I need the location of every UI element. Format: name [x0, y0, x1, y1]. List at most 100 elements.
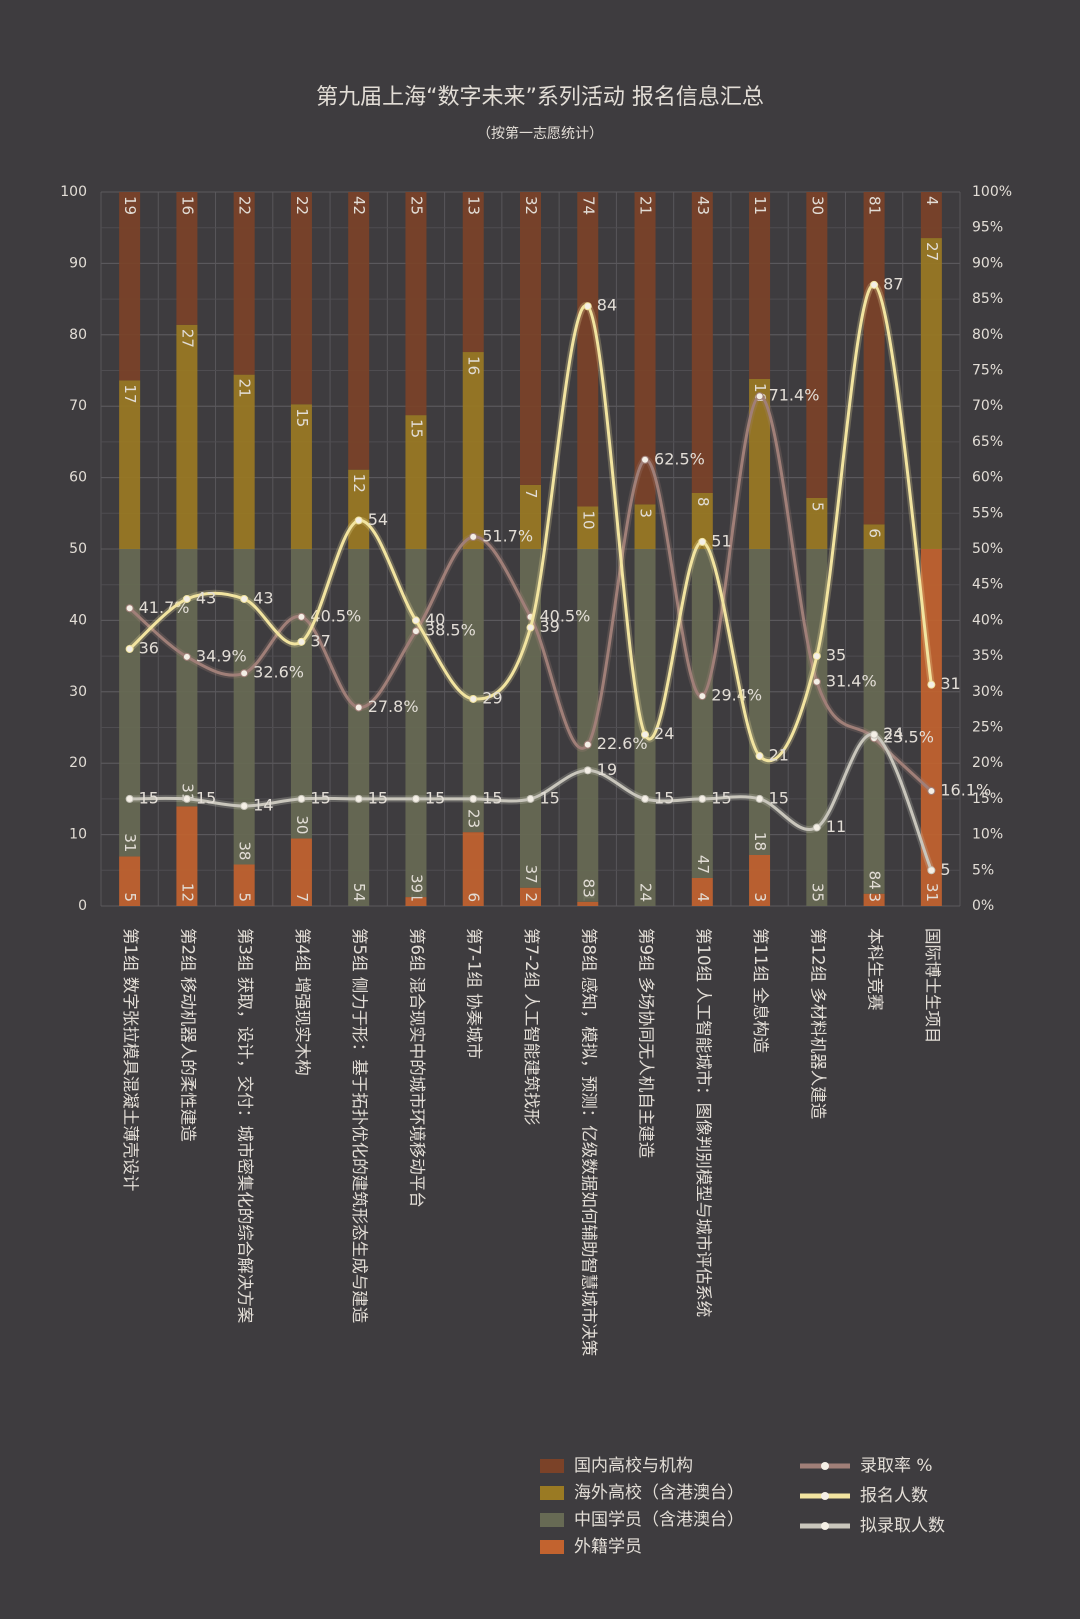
line-value-label: 11	[826, 817, 846, 836]
bar-value-label: 12	[178, 883, 196, 902]
x-tick-label: 第7-1组 协奏城市	[465, 928, 484, 1059]
line-value-label: 31.4%	[826, 671, 877, 690]
line-value-label: 35	[826, 646, 846, 665]
line-value-label: 15	[654, 788, 674, 807]
line-value-label: 15	[711, 788, 731, 807]
line-marker	[125, 604, 134, 613]
bar-value-label: 39	[407, 874, 425, 893]
bar-segment	[577, 549, 599, 902]
bar-segment	[348, 469, 370, 549]
line-marker	[927, 680, 936, 689]
bar-value-label: 4	[923, 196, 941, 206]
bar-value-label: 7	[293, 892, 311, 902]
line-value-label: 24	[883, 724, 903, 743]
bar-value-label: 6	[465, 892, 483, 902]
bar-value-label: 25	[407, 196, 425, 215]
line-value-label: 54	[368, 510, 388, 529]
bar-segment	[290, 192, 312, 405]
line-marker	[125, 644, 134, 653]
y2-tick-label: 70%	[972, 398, 1003, 414]
bar-value-label: 21	[236, 379, 254, 398]
line-value-label: 31	[940, 674, 960, 693]
y2-tick-label: 40%	[972, 612, 1003, 628]
y2-tick-label: 30%	[972, 684, 1003, 700]
line	[129, 733, 933, 871]
bar-segment	[520, 192, 541, 485]
bar-value-label: 37	[522, 865, 540, 884]
bar-segment	[520, 887, 541, 906]
bar-value-label: 1	[407, 892, 425, 902]
bar-value-label: 31	[923, 883, 941, 902]
line-marker	[583, 766, 592, 775]
y2-tick-label: 100%	[972, 184, 1012, 200]
line-marker	[755, 392, 764, 401]
bar-segment	[462, 832, 484, 906]
legend-marker	[821, 1522, 829, 1530]
bar-segment	[119, 380, 141, 549]
bar-segment	[233, 192, 255, 375]
bar-segment	[749, 192, 771, 379]
legend-swatch	[540, 1459, 564, 1473]
line-marker	[812, 823, 821, 832]
x-tick-label: 第8组 感知，模拟，预测：亿级数据如何辅助智慧城市决策	[579, 928, 598, 1356]
bar-value-label: 4	[694, 892, 712, 902]
line-marker	[182, 794, 191, 803]
line-marker	[354, 516, 363, 525]
x-tick-label: 第7-2组 人工智能建筑找形	[522, 928, 541, 1125]
x-tick-label: 第5组 侧力于形：基于拓扑优化的建筑形态生成与建造	[350, 928, 369, 1324]
line-marker	[641, 794, 650, 803]
bar-segment	[233, 374, 255, 549]
line-value-label: 40.5%	[310, 606, 361, 625]
bar-value-label: 32	[522, 196, 540, 215]
y2-tick-label: 45%	[972, 577, 1003, 593]
line	[128, 283, 933, 763]
line-value-label: 29	[482, 688, 502, 707]
line-value-label: 15	[196, 788, 216, 807]
bar-segment	[176, 192, 198, 325]
bar-segment	[863, 192, 885, 525]
bar-segment	[806, 549, 828, 906]
line-marker	[583, 302, 592, 311]
line-marker	[411, 794, 420, 803]
y-tick-label: 50	[69, 541, 87, 557]
bar-segment	[462, 549, 484, 833]
bar-segment	[290, 838, 312, 906]
line-marker	[125, 794, 134, 803]
legend-label: 拟录取人数	[860, 1516, 945, 1536]
legend-swatch	[540, 1513, 564, 1527]
line-marker	[240, 594, 249, 603]
line-value-label: 16.1%	[940, 781, 991, 800]
bar-segment	[577, 506, 599, 549]
bar-value-label: 11	[751, 196, 769, 215]
line-value-label: 22.6%	[597, 734, 648, 753]
bar-value-label: 74	[579, 196, 597, 215]
bar-value-label: 35	[808, 883, 826, 902]
line-value-label: 15	[310, 788, 330, 807]
y2-tick-label: 95%	[972, 220, 1003, 236]
bar-value-label: 13	[465, 196, 483, 215]
line-value-label: 40.5%	[540, 606, 591, 625]
y-tick-label: 70	[69, 398, 87, 414]
line-marker	[641, 730, 650, 739]
line-value-label: 21	[769, 746, 789, 765]
x-tick-label: 第2组 移动机器人的柔性建造	[178, 928, 197, 1142]
y-tick-label: 100	[60, 184, 87, 200]
bar-value-label: 3	[637, 508, 655, 518]
line-value-label: 41.7%	[139, 598, 190, 617]
bar-segment	[462, 192, 484, 353]
line-marker	[870, 730, 879, 739]
bar-value-label: 7	[522, 489, 540, 499]
line-value-label: 15	[769, 788, 789, 807]
bar-segment	[577, 192, 599, 507]
line-value-label: 15	[139, 788, 159, 807]
bar-value-label: 38	[236, 841, 254, 860]
legend-swatch	[540, 1486, 564, 1500]
bar-value-label: 27	[923, 242, 941, 261]
bar-segment	[233, 864, 255, 906]
line-marker	[182, 652, 191, 661]
line-marker	[755, 794, 764, 803]
y-tick-label: 20	[69, 755, 87, 771]
bar-value-label: 8	[694, 497, 712, 507]
x-tick-label: 第1组 数字张拉模具混凝土薄壳设计	[121, 928, 140, 1191]
line-marker	[240, 802, 249, 811]
